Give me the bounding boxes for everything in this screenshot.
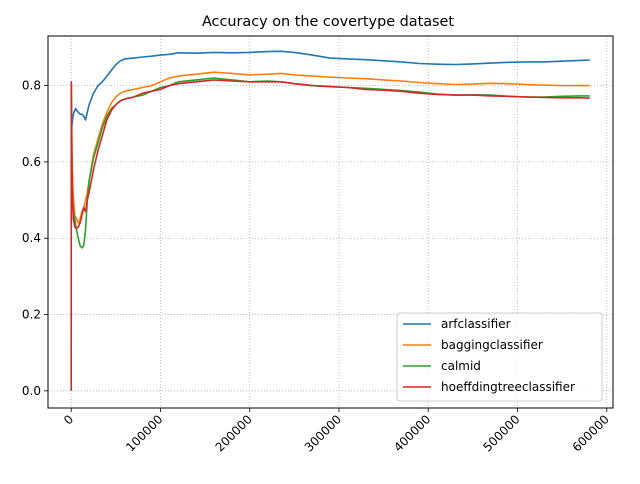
series-line-calmid <box>70 77 590 249</box>
x-axis: 0 100000 200000 300000 400000 500000 600000 <box>61 408 612 455</box>
legend-label: baggingclassifier <box>441 338 543 352</box>
chart-title: Accuracy on the covertype dataset <box>202 14 454 30</box>
series-line-baggingclassifier <box>70 71 590 224</box>
plot-area-frame <box>47 35 614 409</box>
series-lines <box>70 50 590 391</box>
series-line-hoeffdingtreeclassifier <box>70 79 590 391</box>
x-tick-label: 100000 <box>123 412 165 454</box>
x-tick-label: 0 <box>61 412 76 427</box>
y-tick-label: 0.6 <box>22 155 41 169</box>
legend-box <box>396 312 603 402</box>
y-axis: 0.0 0.2 0.4 0.6 0.8 <box>22 79 48 398</box>
x-tick-label: 600000 <box>570 412 612 454</box>
series-line-arfclassifier <box>70 50 590 132</box>
x-tick-label: 300000 <box>302 412 344 454</box>
y-tick-label: 0.8 <box>22 79 41 93</box>
x-tick-label: 200000 <box>213 412 255 454</box>
y-tick-label: 0.4 <box>22 231 41 245</box>
legend-label: hoeffdingtreeclassifier <box>441 380 575 394</box>
legend-label: arfclassifier <box>441 317 511 331</box>
legend: arfclassifier baggingclassifier calmid hoef… <box>396 312 603 402</box>
x-tick-label: 400000 <box>391 412 433 454</box>
y-tick-label: 0.0 <box>22 384 41 398</box>
x-tick-label: 500000 <box>480 412 522 454</box>
y-tick-label: 0.2 <box>22 308 41 322</box>
legend-label: calmid <box>441 359 481 373</box>
